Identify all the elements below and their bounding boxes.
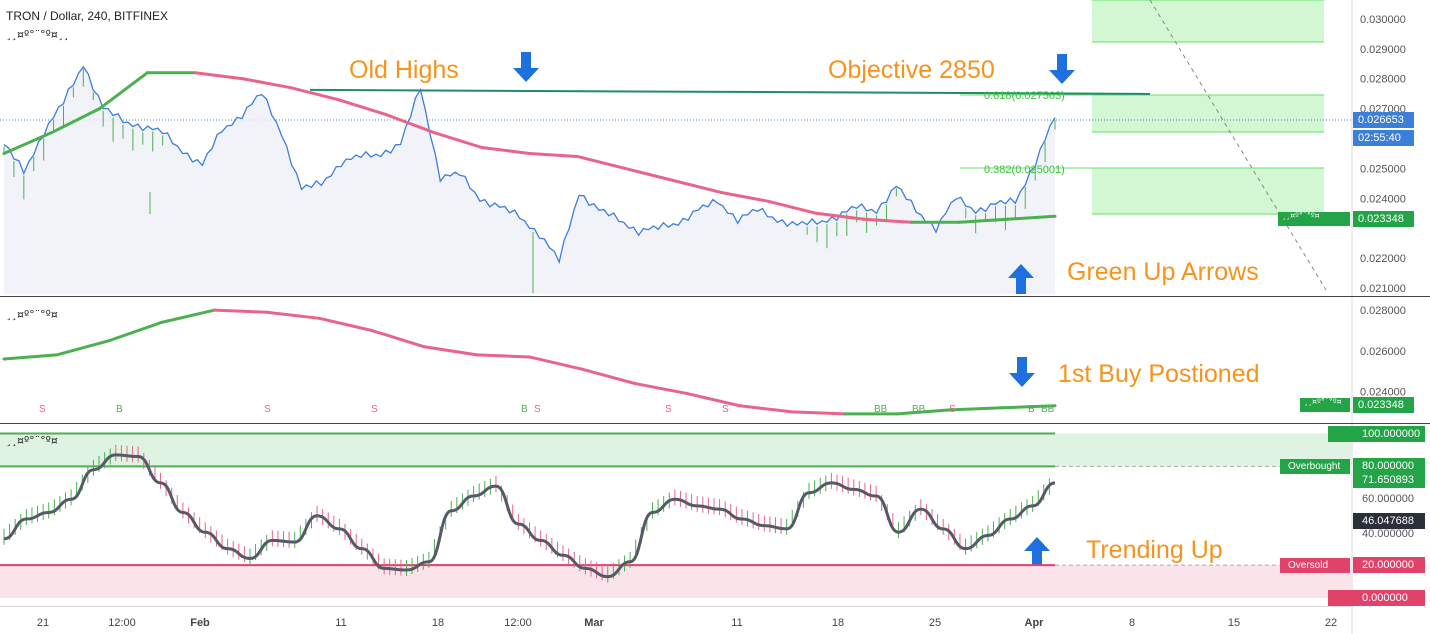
ma-pane-segment (950, 408, 1003, 410)
x-axis-tick: 18 (832, 617, 844, 629)
ma-legend-glyph: ¸¸¤º°¨°º¤ (1282, 211, 1320, 220)
signal-label: S (949, 404, 956, 415)
signal-label: B (1028, 404, 1035, 415)
x-axis-tick: 11 (335, 617, 346, 629)
price-axis-tick: 0.029000 (1360, 44, 1406, 56)
signal-label: BB (912, 404, 926, 415)
ma-legend-badge: ¸¸¤º°¨°º¤ (1278, 212, 1350, 226)
osc-last-badge: 71.650893 (1353, 473, 1425, 488)
signal-label: BB (1041, 404, 1055, 415)
ma-pane-segment (792, 412, 845, 414)
osc-tick-40: 40.000000 (1362, 528, 1414, 540)
signal-label: S (39, 404, 46, 415)
fib-zone-382 (1092, 168, 1324, 214)
signal-label: S (722, 404, 729, 415)
signal-label: S (371, 404, 378, 415)
ma-axis-tick: 0.026000 (1360, 346, 1406, 358)
indicator-legend-3[interactable]: ¸¸¤º°¨°º¤ (6, 434, 58, 447)
ma-pane-segment (477, 355, 530, 357)
x-axis-tick: Feb (190, 617, 210, 629)
signal-label: B (521, 404, 528, 415)
fib-label-618: 0.618(0.027563) (984, 90, 1065, 102)
annotation-old-highs: Old Highs (349, 56, 459, 85)
price-axis-tick: 0.030000 (1360, 14, 1406, 26)
signal-label: BB (874, 404, 888, 415)
x-axis-tick: 15 (1228, 617, 1240, 629)
price-axis-tick: 0.025000 (1360, 163, 1406, 175)
overbought-label: Overbought (1280, 459, 1350, 474)
annotation-objective: Objective 2850 (828, 56, 995, 85)
last-price-badge: 0.026653 (1353, 112, 1414, 128)
annotation-first-buy: 1st Buy Postioned (1058, 360, 1260, 389)
overbought-zone (0, 434, 1352, 467)
x-axis-tick: 25 (929, 617, 941, 629)
x-axis-tick: Apr (1025, 617, 1045, 629)
oversold-label: Oversold (1280, 558, 1350, 573)
x-axis-tick: 12:00 (108, 617, 136, 629)
price-axis-tick: 0.024000 (1360, 193, 1406, 205)
osc-tick-60: 60.000000 (1362, 493, 1414, 505)
price-axis-tick: 0.021000 (1360, 283, 1406, 295)
x-axis-tick: 11 (731, 617, 742, 629)
indicator-legend-2[interactable]: ¸¸¤º°¨°º¤ (6, 308, 58, 321)
fib-zone-618 (1092, 95, 1324, 132)
pane2-legend-glyph: ¸¸¤º°¨°º¤ (1304, 397, 1342, 406)
osc-80-badge: 80.000000 (1353, 458, 1425, 474)
oversold-zone (0, 565, 1352, 598)
osc-0-badge: 0.000000 (1328, 590, 1425, 606)
x-axis-tick: 12:00 (504, 617, 532, 629)
indicator-legend-1[interactable]: ¸¸¤º°¨°º¤¸¸ (6, 28, 69, 41)
signal-label: S (264, 404, 271, 415)
pane2-legend-badge: ¸¸¤º°¨°º¤ (1300, 398, 1350, 412)
pane2-ma-badge: 0.023348 (1353, 397, 1414, 413)
signal-label: S (534, 404, 541, 415)
x-axis-tick: Mar (584, 617, 604, 629)
x-axis-tick: 18 (432, 617, 444, 629)
countdown-badge: 02:55:40 (1353, 130, 1414, 146)
fib-label-382: 0.382(0.025001) (984, 164, 1065, 176)
fib-zone-top (1092, 0, 1324, 42)
x-axis-tick: 22 (1325, 617, 1337, 629)
ma-price-badge: 0.023348 (1353, 211, 1414, 227)
x-axis-tick: 8 (1129, 617, 1135, 629)
symbol-title: TRON / Dollar, 240, BITFINEX (6, 9, 168, 23)
osc-20-badge: 20.000000 (1353, 557, 1425, 573)
signal-label: S (665, 404, 672, 415)
osc-100-badge: 100.000000 (1328, 426, 1425, 442)
osc-sig-badge: 46.047688 (1353, 513, 1425, 529)
ma-axis-tick: 0.028000 (1360, 305, 1406, 317)
price-axis-tick: 0.022000 (1360, 253, 1406, 265)
annotation-trending-up: Trending Up (1086, 536, 1223, 565)
ma-pane-segment (214, 310, 267, 312)
x-axis-tick: 21 (37, 617, 49, 629)
annotation-green-up-arrows: Green Up Arrows (1067, 258, 1259, 287)
price-axis-tick: 0.028000 (1360, 74, 1406, 86)
signal-label: B (116, 404, 123, 415)
